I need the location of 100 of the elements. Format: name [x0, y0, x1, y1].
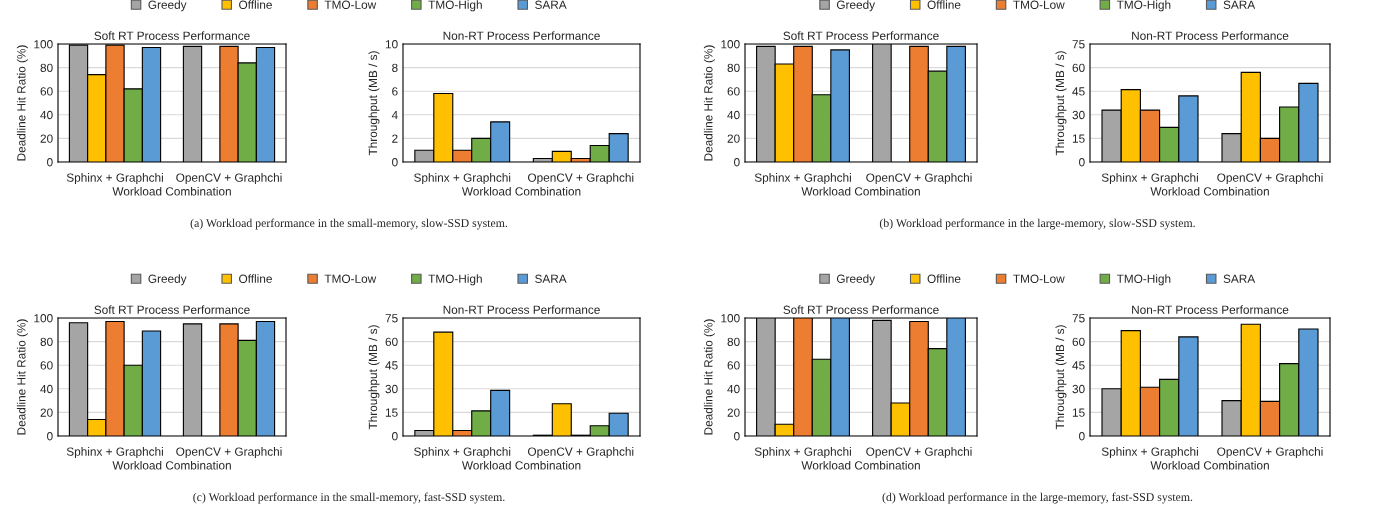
x-tick-label: OpenCV + Graphchi — [176, 447, 282, 459]
x-tick-label: Sphinx + Graphchi — [754, 173, 851, 185]
y-tick-label: 0 — [734, 158, 740, 167]
y-tick-label: 0 — [734, 432, 740, 441]
y-tick-label: 15 — [1072, 134, 1085, 143]
y-axis-title: Deadline Hit Ratio (%) — [703, 45, 715, 161]
legend-label: Offline — [239, 0, 272, 9]
x-tick-label: Sphinx + Graphchi — [414, 447, 511, 459]
y-tick-label: 80 — [727, 337, 740, 346]
y-tick-label: 80 — [727, 63, 740, 72]
x-tick-label: Sphinx + Graphchi — [66, 447, 163, 459]
x-axis-title: Workload Combination — [801, 186, 920, 196]
text: (d) Workload performance in the large-memory, fast-SSD system. — [882, 492, 1193, 504]
legend-label: Offline — [927, 274, 961, 283]
y-tick-label: 30 — [385, 384, 398, 394]
y-tick-label: 40 — [727, 384, 740, 394]
y-axis-title: Deadline Hit Ratio (%) — [16, 319, 28, 435]
legend-label: TMO-High — [428, 274, 482, 286]
y-tick-label: 40 — [727, 110, 740, 120]
x-tick-label: Sphinx + Graphchi — [1101, 173, 1198, 185]
chart-title: Non-RT Process Performance — [1132, 305, 1289, 314]
y-axis-title: Throughput (MB / s) — [1055, 51, 1067, 156]
y-tick-label: 60 — [40, 361, 53, 370]
y-tick-label: 0 — [1079, 158, 1085, 167]
x-tick-label: Sphinx + Graphchi — [414, 173, 511, 185]
legend-label: SARA — [535, 274, 567, 283]
y-tick-label: 8 — [392, 63, 398, 72]
y-tick-label: 60 — [40, 87, 53, 96]
x-tick-label: Sphinx + Graphchi — [66, 173, 163, 185]
y-tick-label: 75 — [1072, 314, 1085, 323]
x-axis-title: Workload Combination — [801, 460, 920, 470]
chart-title: Soft RT Process Performance — [783, 31, 939, 40]
y-tick-label: 0 — [47, 432, 53, 441]
chart-title: Soft RT Process Performance — [94, 305, 250, 314]
y-tick-label: 4 — [391, 110, 398, 120]
y-tick-label: 20 — [40, 408, 53, 417]
legend-label: TMO-High — [1116, 0, 1171, 12]
text: (c) Workload performance in the small-memory, fast-SSD system. — [193, 492, 505, 504]
y-axis-title: Deadline Hit Ratio (%) — [703, 319, 715, 435]
legend-label: TMO-Low — [1013, 274, 1065, 283]
y-tick-label: 100 — [721, 40, 740, 49]
y-tick-label: 75 — [1072, 40, 1085, 49]
y-tick-label: 60 — [1072, 63, 1085, 72]
legend-label: SARA — [1223, 274, 1256, 283]
legend-label: TMO-Low — [324, 0, 377, 9]
x-tick-label: OpenCV + Graphchi — [1217, 447, 1323, 459]
y-tick-label: 45 — [1072, 361, 1085, 370]
y-tick-label: 30 — [1072, 110, 1085, 120]
y-tick-label: 100 — [34, 314, 53, 323]
x-axis-title: Workload Combination — [461, 186, 581, 196]
text: (b) Workload performance in the large-memory, slow-SSD system. — [879, 218, 1195, 230]
y-tick-label: 60 — [727, 361, 740, 370]
y-tick-label: 60 — [385, 337, 398, 346]
y-tick-label: 15 — [1072, 408, 1085, 417]
x-axis-title: Workload Combination — [112, 186, 231, 196]
x-tick-label: Sphinx + Graphchi — [1101, 447, 1198, 459]
chart-title: Soft RT Process Performance — [783, 305, 939, 314]
y-axis-title: Throughput (MB / s) — [1055, 325, 1067, 430]
legend-label: Offline — [239, 274, 272, 283]
x-tick-label: OpenCV + Graphchi — [866, 447, 972, 459]
text: (a) Workload performance in the small-memory, slow-SSD system. — [190, 218, 508, 230]
y-tick-label: 0 — [1079, 432, 1085, 441]
y-tick-label: 30 — [1072, 384, 1085, 394]
x-tick-label: OpenCV + Graphchi — [176, 173, 282, 185]
y-tick-label: 45 — [385, 361, 398, 370]
y-tick-label: 2 — [392, 134, 398, 143]
y-tick-label: 40 — [40, 110, 53, 120]
y-axis-title: Throughput (MB / s) — [368, 325, 380, 430]
x-tick-label: OpenCV + Graphchi — [1217, 173, 1323, 185]
x-tick-label: OpenCV + Graphchi — [866, 173, 972, 185]
legend-label: TMO-Low — [1013, 0, 1065, 9]
y-tick-label: 15 — [385, 408, 398, 417]
y-tick-label: 20 — [40, 134, 53, 143]
y-tick-label: 6 — [392, 87, 398, 96]
x-axis-title: Workload Combination — [1150, 460, 1269, 470]
x-tick-label: Sphinx + Graphchi — [754, 447, 851, 459]
legend-label: Offline — [927, 0, 961, 9]
y-tick-label: 20 — [727, 134, 740, 143]
y-tick-label: 100 — [721, 314, 740, 323]
legend-label: Greedy — [148, 274, 187, 286]
y-tick-label: 0 — [392, 158, 398, 167]
legend-label: SARA — [1223, 0, 1256, 9]
legend-label: TMO-High — [1116, 274, 1171, 286]
x-axis-title: Workload Combination — [461, 460, 581, 470]
y-tick-label: 80 — [40, 337, 53, 346]
legend-label: TMO-High — [428, 0, 482, 12]
y-tick-label: 40 — [40, 384, 53, 394]
chart-title: Non-RT Process Performance — [443, 31, 600, 40]
legend-label: Greedy — [836, 274, 876, 286]
y-tick-label: 60 — [727, 87, 740, 96]
y-tick-label: 80 — [40, 63, 53, 72]
chart-title: Soft RT Process Performance — [94, 31, 250, 40]
x-axis-title: Workload Combination — [112, 460, 231, 470]
x-tick-label: OpenCV + Graphchi — [527, 447, 634, 459]
legend-label: Greedy — [836, 0, 876, 12]
y-tick-label: 75 — [385, 314, 398, 323]
y-tick-label: 45 — [1072, 87, 1085, 96]
y-tick-label: 60 — [1072, 337, 1085, 346]
y-tick-label: 10 — [385, 40, 398, 49]
y-tick-label: 100 — [34, 40, 53, 49]
